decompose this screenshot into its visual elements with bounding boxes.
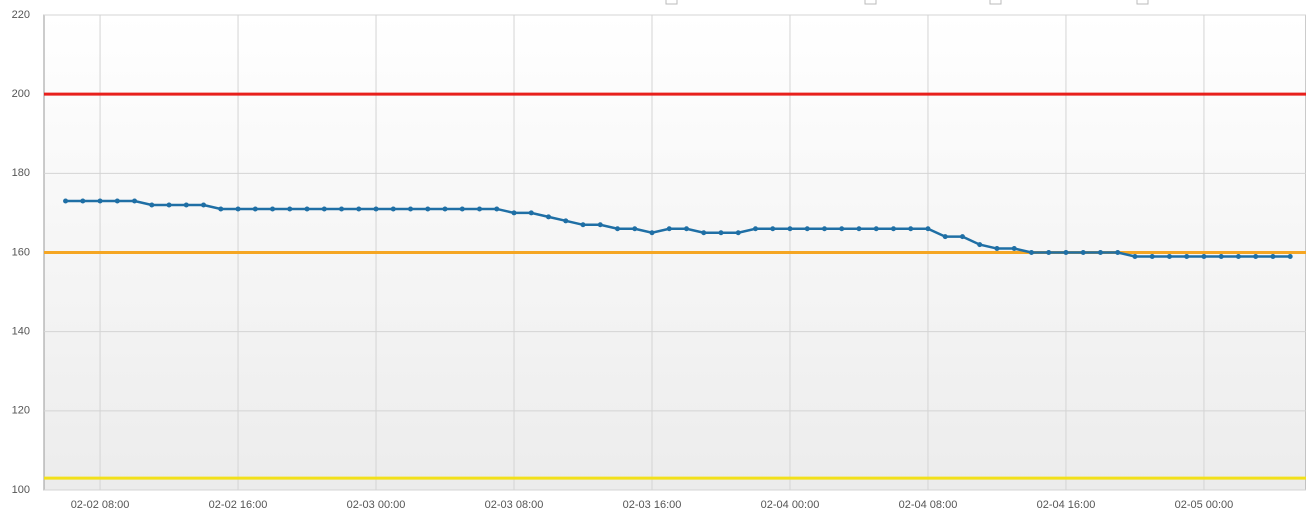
data-point [149, 202, 155, 208]
data-point [994, 246, 1000, 252]
x-tick-label: 02-05 00:00 [1175, 499, 1234, 511]
data-point [166, 202, 172, 208]
data-point [97, 198, 103, 204]
data-point [218, 206, 224, 212]
y-tick-label: 160 [12, 246, 30, 258]
legend-checkbox[interactable] [864, 0, 877, 5]
data-point [977, 242, 983, 248]
data-point [1011, 246, 1017, 252]
data-point [1063, 250, 1069, 255]
data-point [787, 226, 793, 232]
data-point [235, 206, 241, 212]
data-point [735, 230, 741, 236]
data-point [1235, 253, 1241, 259]
data-point [597, 222, 603, 228]
x-tick-label: 02-02 16:00 [209, 499, 268, 511]
data-point [201, 202, 207, 208]
data-point [494, 206, 500, 212]
data-point [373, 206, 379, 212]
series-line [65, 199, 1291, 258]
legend-checkbox[interactable] [989, 0, 1002, 5]
data-point [701, 230, 707, 236]
data-point [1080, 250, 1086, 255]
data-point [1028, 250, 1034, 255]
data-point [270, 206, 276, 212]
data-point [1166, 253, 1172, 259]
x-tick-label: 02-04 08:00 [899, 499, 958, 511]
y-tick-label: 140 [12, 326, 30, 338]
data-point [1253, 253, 1259, 259]
x-tick-label: 02-02 08:00 [71, 499, 130, 511]
data-point [528, 210, 534, 216]
data-point [1097, 250, 1103, 255]
data-point [1270, 253, 1276, 259]
y-tick-label: 180 [12, 167, 30, 179]
data-point [1218, 253, 1224, 259]
data-point [1149, 253, 1155, 259]
data-point [942, 234, 948, 240]
data-point [752, 226, 758, 232]
legend-checkbox[interactable] [665, 0, 678, 5]
data-point [459, 206, 465, 212]
data-point [632, 226, 638, 232]
data-point [925, 226, 931, 232]
data-point [63, 198, 69, 204]
y-tick-label: 120 [12, 405, 30, 417]
y-tick-label: 200 [12, 88, 30, 100]
data-point [1287, 253, 1293, 259]
data-point [890, 226, 896, 232]
data-point [580, 222, 586, 228]
data-point [408, 206, 414, 212]
data-point [1184, 253, 1190, 259]
data-point [563, 218, 569, 224]
data-point [959, 234, 965, 240]
data-point [770, 226, 776, 232]
data-point [1201, 253, 1207, 259]
data-point [511, 210, 517, 216]
data-point [1115, 250, 1121, 255]
data-point [183, 202, 189, 208]
data-point [839, 226, 845, 232]
legend-checkbox[interactable] [1136, 0, 1149, 5]
x-tick-label: 02-04 16:00 [1037, 499, 1096, 511]
data-point [132, 198, 138, 204]
data-point [683, 226, 689, 232]
data-point [908, 226, 914, 232]
x-tick-label: 02-03 08:00 [485, 499, 544, 511]
data-point [546, 214, 552, 220]
y-tick-label: 100 [12, 484, 30, 496]
data-point [718, 230, 724, 236]
x-tick-label: 02-03 00:00 [347, 499, 406, 511]
data-point [425, 206, 431, 212]
data-point [1046, 250, 1052, 255]
data-point [666, 226, 672, 232]
data-point [442, 206, 448, 212]
y-tick-label: 220 [12, 9, 30, 21]
data-point [856, 226, 862, 232]
data-point [80, 198, 86, 204]
data-point [615, 226, 621, 232]
x-tick-label: 02-03 16:00 [623, 499, 682, 511]
data-point [339, 206, 345, 212]
data-point [114, 198, 120, 204]
data-point [252, 206, 258, 212]
data-point [873, 226, 879, 232]
x-tick-label: 02-04 00:00 [761, 499, 820, 511]
data-point [1132, 253, 1138, 259]
data-point [304, 206, 310, 212]
data-point [649, 230, 655, 236]
data-point [390, 206, 396, 212]
data-point [477, 206, 483, 212]
data-point [321, 206, 327, 212]
data-point [821, 226, 827, 232]
data-point [804, 226, 810, 232]
data-point [287, 206, 293, 212]
data-point [356, 206, 362, 212]
